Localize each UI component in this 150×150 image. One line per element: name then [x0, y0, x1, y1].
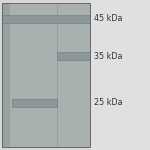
Text: 45 kDa: 45 kDa: [94, 14, 123, 23]
Bar: [2, 3, 10, 147]
Bar: [2, 3, 90, 147]
Bar: [12, 99, 57, 107]
Bar: [90, 0, 150, 150]
Bar: [2, 15, 90, 23]
Bar: [2, 3, 90, 147]
Bar: [57, 52, 90, 60]
Text: 25 kDa: 25 kDa: [94, 98, 123, 107]
Text: 35 kDa: 35 kDa: [94, 52, 123, 61]
